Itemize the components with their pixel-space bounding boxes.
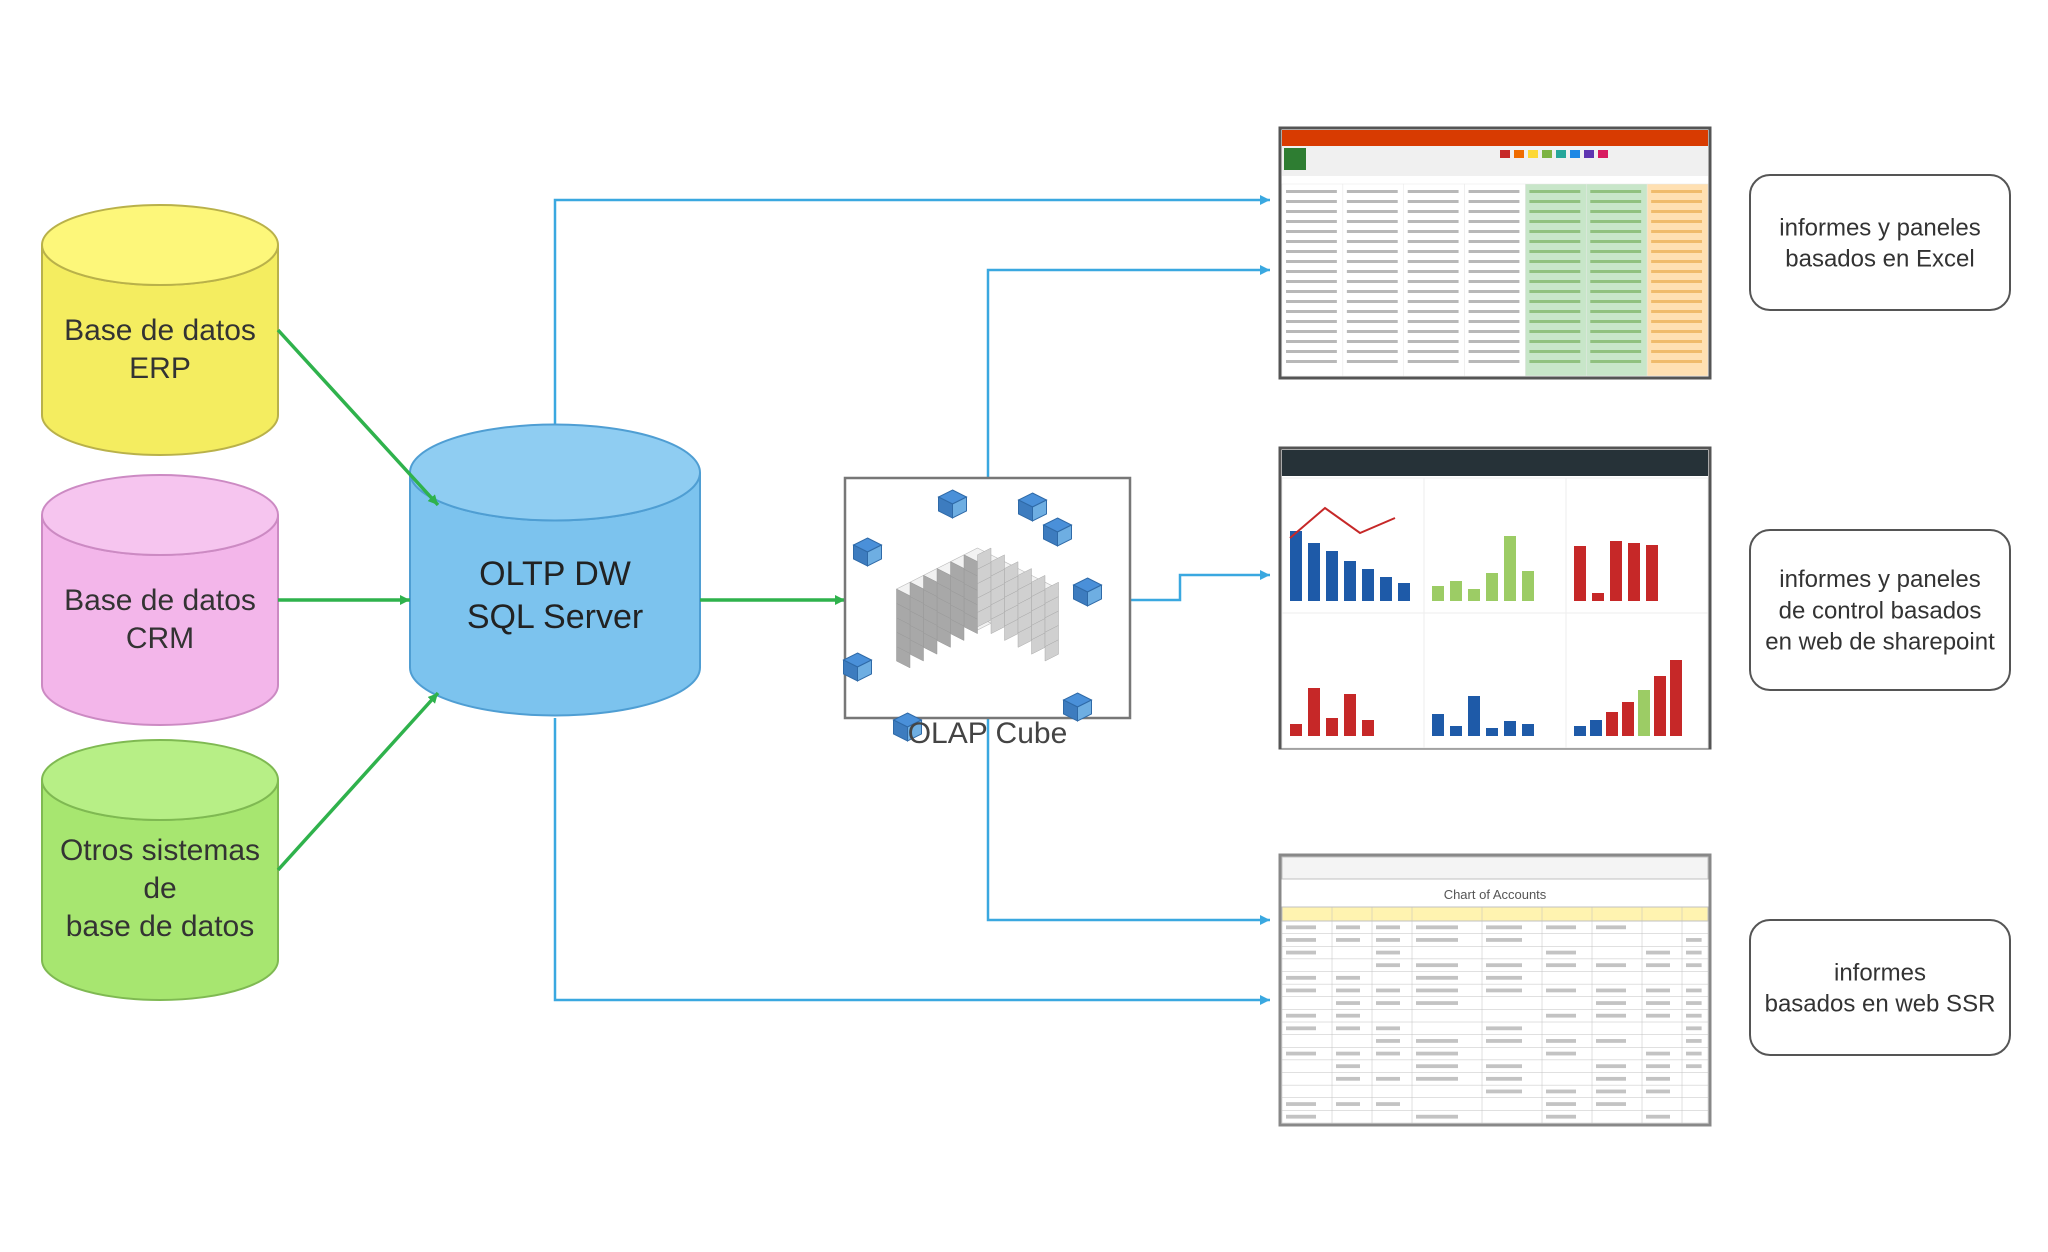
db-other-label-line1: Otros sistemas (60, 834, 260, 867)
desc-ssr: informes basados en web SSR (1750, 920, 2010, 1055)
db-other-label-line3: base de datos (66, 910, 254, 943)
flow-arrow-green (278, 330, 438, 505)
output-sharepoint-thumbnail (1280, 448, 1710, 748)
db-crm-label-line2: CRM (126, 622, 194, 655)
desc-sharepoint-line3: en web de sharepoint (1765, 629, 1995, 656)
flow-arrow-green (278, 693, 438, 870)
desc-sharepoint-line1: informes y paneles (1779, 566, 1980, 593)
desc-sharepoint: informes y paneles de control basados en w… (1750, 530, 2010, 690)
output-ssr-thumbnail: Chart of Accounts (1280, 855, 1710, 1125)
desc-excel-line2: basados en Excel (1785, 246, 1974, 273)
desc-sharepoint-line2: de control basados (1779, 597, 1982, 624)
flow-arrow-blue (555, 718, 1270, 1000)
db-erp-label-line2: ERP (129, 352, 191, 385)
desc-ssr-line1: informes (1834, 959, 1926, 986)
flow-arrow-blue (1130, 575, 1270, 600)
db-erp-label-line1: Base de datos (64, 314, 256, 347)
db-crm-cylinder: Base de datos CRM (42, 475, 278, 725)
db-dw-label-line1: OLTP DW (479, 555, 631, 593)
output-excel-thumbnail (1280, 128, 1710, 378)
desc-excel: informes y paneles basados en Excel (1750, 175, 2010, 310)
db-other-label-line2: de (143, 872, 176, 905)
olap-cube-label: OLAP Cube (908, 717, 1068, 750)
db-erp-cylinder: Base de datos ERP (42, 205, 278, 455)
db-dw-cylinder: OLTP DW SQL Server (410, 425, 700, 716)
db-other-cylinder: Otros sistemas de base de datos (42, 740, 278, 1000)
flow-arrow-blue (555, 200, 1270, 475)
ssr-mini-title: Chart of Accounts (1444, 887, 1547, 902)
db-dw-label-line2: SQL Server (467, 598, 643, 636)
olap-cube-node: OLAP Cube (844, 478, 1131, 750)
flow-arrow-blue (988, 270, 1270, 478)
db-crm-label-line1: Base de datos (64, 584, 256, 617)
desc-excel-line1: informes y paneles (1779, 214, 1980, 241)
desc-ssr-line2: basados en web SSR (1765, 991, 1996, 1018)
